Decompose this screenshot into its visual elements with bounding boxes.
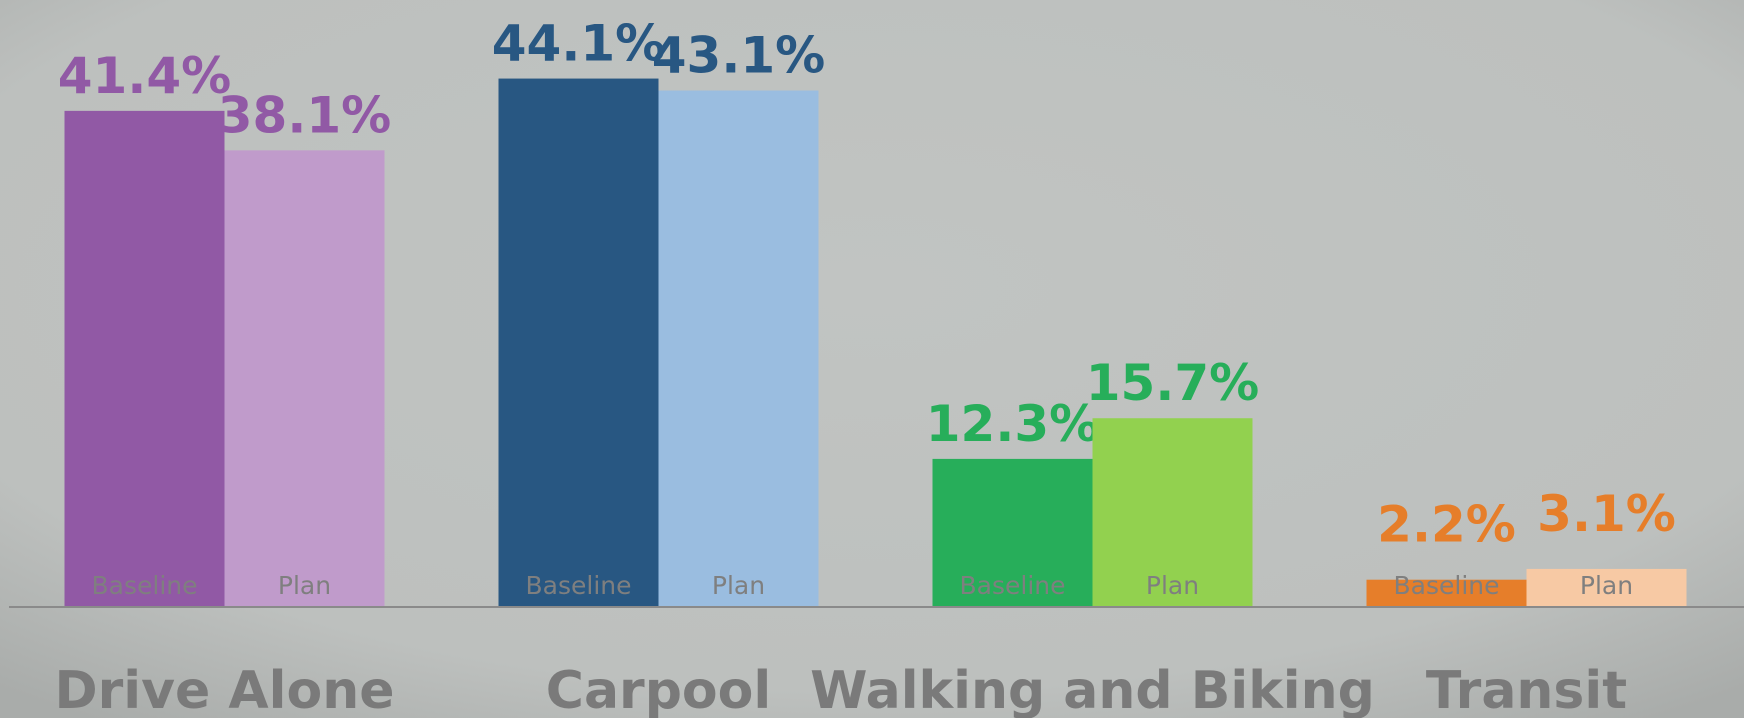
series-label: Baseline <box>1394 571 1500 600</box>
data-label: 15.7% <box>1086 354 1259 412</box>
data-label: 38.1% <box>218 86 391 144</box>
category-label: Walking and Biking <box>810 661 1375 718</box>
series-label: Baseline <box>92 571 198 600</box>
series-label: Plan <box>1580 571 1633 600</box>
series-label: Baseline <box>960 571 1066 600</box>
bar <box>1366 579 1527 606</box>
data-label: 2.2% <box>1377 496 1516 554</box>
bar <box>658 90 819 607</box>
series-label: Plan <box>1146 571 1199 600</box>
category-label: Drive Alone <box>55 661 395 718</box>
data-label: 12.3% <box>926 395 1099 453</box>
series-label: Plan <box>712 571 765 600</box>
bar <box>932 458 1093 606</box>
data-label: 43.1% <box>652 27 825 85</box>
category-label: Carpool <box>546 661 771 718</box>
bar <box>1526 568 1687 606</box>
series-label: Baseline <box>526 571 632 600</box>
series-label: Plan <box>278 571 331 600</box>
bar <box>224 150 385 606</box>
bar <box>498 78 659 606</box>
data-label: 44.1% <box>492 15 665 73</box>
category-label: Transit <box>1426 661 1627 718</box>
data-label: 3.1% <box>1537 485 1676 543</box>
bar <box>1092 418 1253 606</box>
data-label: 41.4% <box>58 47 231 105</box>
bar <box>64 110 225 606</box>
